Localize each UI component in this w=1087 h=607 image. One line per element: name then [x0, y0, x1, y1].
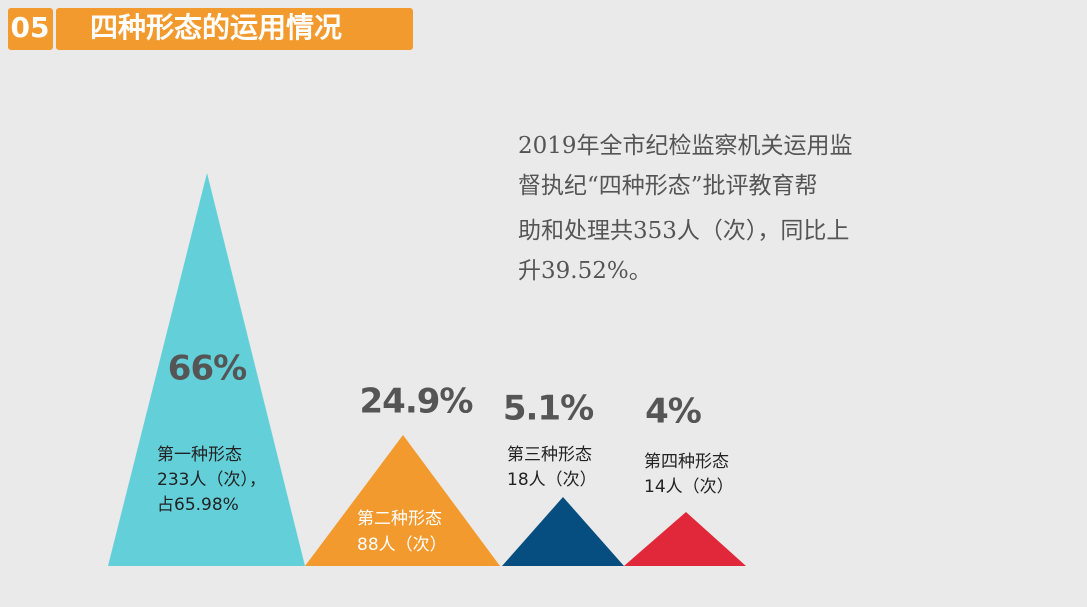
- description-line: 助和处理共353人（次），同比上: [518, 218, 849, 244]
- percent-label: 5.1%: [503, 389, 593, 429]
- caption: 第四种形态: [644, 452, 729, 472]
- caption: 233人（次），: [157, 470, 266, 490]
- header-title: 四种形态的运用情况: [90, 11, 342, 44]
- triangle: [502, 497, 624, 566]
- caption: 88人（次）: [357, 535, 447, 555]
- header-number-box: [8, 8, 53, 50]
- caption: 第一种形态: [157, 445, 242, 465]
- description-line: 升39.52%。: [518, 258, 652, 284]
- percent-label: 4%: [645, 392, 701, 432]
- header-bar: [56, 8, 413, 50]
- triangle: [108, 173, 305, 566]
- percent-label: 66%: [168, 349, 246, 389]
- description-line: 2019年全市纪检监察机关运用监: [518, 133, 853, 159]
- triangle: [624, 512, 746, 566]
- caption: 占65.98%: [157, 495, 239, 515]
- description-line: 督执纪“四种形态”批评教育帮: [518, 173, 818, 199]
- triangle: [305, 435, 500, 566]
- percent-label: 24.9%: [360, 382, 473, 422]
- caption: 第二种形态: [357, 509, 442, 529]
- header-number: 05: [11, 11, 50, 44]
- caption: 第三种形态: [507, 445, 592, 465]
- caption: 14人（次）: [644, 477, 734, 497]
- caption: 18人（次）: [507, 470, 597, 490]
